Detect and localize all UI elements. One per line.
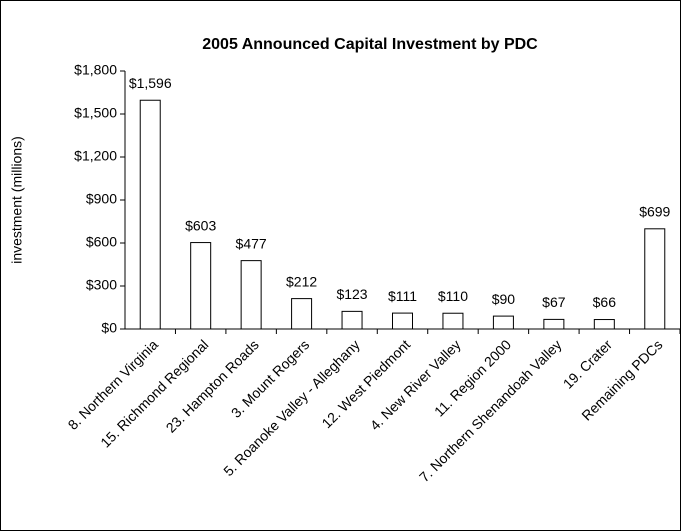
value-label: $477	[236, 235, 267, 251]
y-tick-label: $600	[86, 234, 117, 250]
y-tick-label: $1,200	[74, 148, 117, 164]
y-tick-label: $0	[101, 320, 117, 336]
value-label: $66	[593, 294, 617, 310]
value-label: $603	[185, 217, 216, 233]
bar	[139, 99, 161, 330]
value-label: $699	[639, 204, 670, 220]
value-label: $90	[492, 291, 516, 307]
value-label: $111	[388, 288, 417, 304]
bar	[644, 228, 666, 330]
value-label: $1,596	[129, 75, 172, 91]
bar	[593, 319, 615, 330]
bar	[492, 315, 514, 330]
bar	[392, 312, 413, 330]
value-label: $212	[286, 273, 317, 289]
bar	[190, 242, 212, 330]
value-label: $123	[336, 286, 367, 302]
y-tick-label: $1,800	[74, 62, 117, 78]
y-tick-label: $1,500	[74, 105, 117, 121]
bar	[291, 298, 313, 330]
y-tick-label: $300	[86, 277, 117, 293]
bar	[543, 318, 565, 330]
bar	[240, 260, 262, 330]
bar	[341, 310, 363, 330]
chart-title: 2005 Announced Capital Investment by PDC	[202, 36, 538, 53]
bar	[442, 312, 464, 330]
y-tick-label: $900	[86, 191, 117, 207]
value-label: $67	[542, 294, 566, 310]
value-label: $110	[438, 288, 468, 304]
y-axis-label: investment (millions)	[9, 136, 25, 264]
